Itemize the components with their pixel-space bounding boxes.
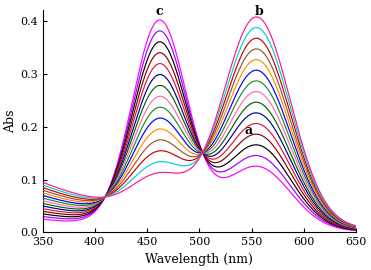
Text: b: b [255,5,263,18]
Text: c: c [156,5,164,18]
X-axis label: Wavelength (nm): Wavelength (nm) [145,253,253,266]
Text: a: a [244,124,252,137]
Y-axis label: Abs: Abs [4,110,17,133]
